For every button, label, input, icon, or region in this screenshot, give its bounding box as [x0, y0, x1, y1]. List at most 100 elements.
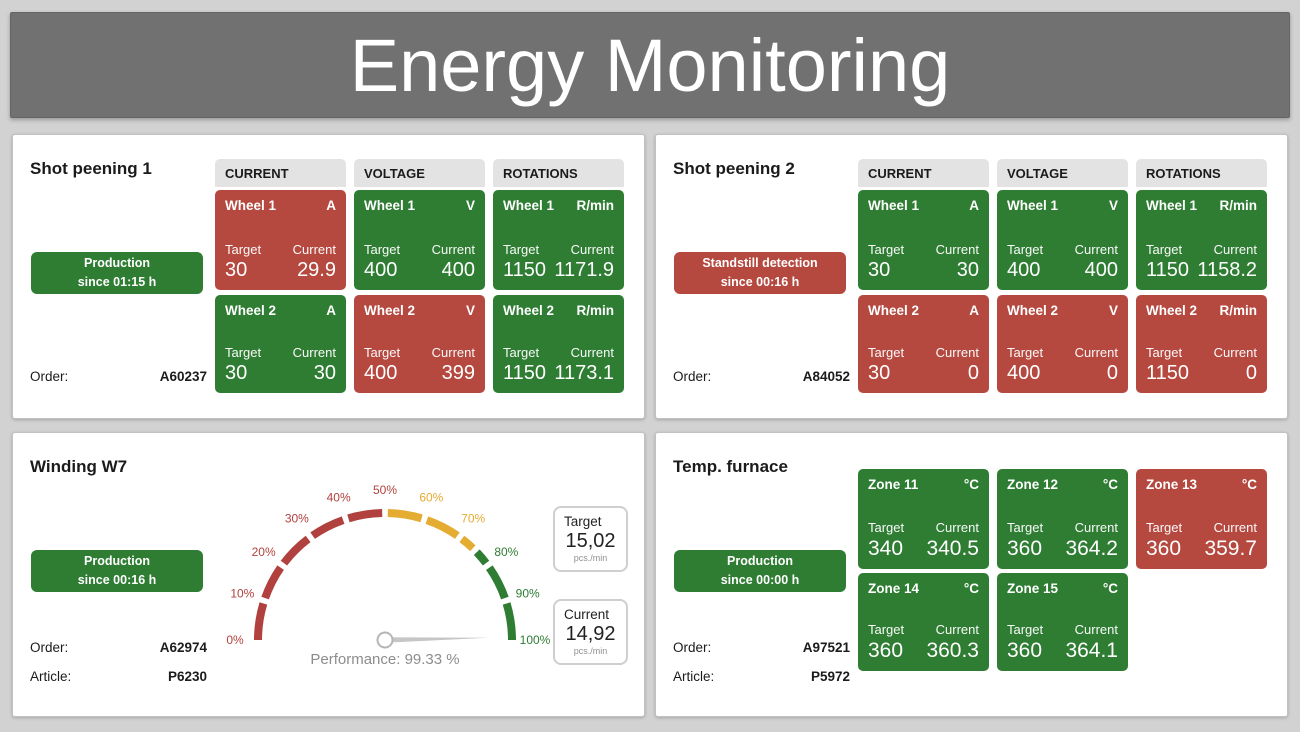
- target-label: Target: [868, 242, 905, 257]
- panel-title: Winding W7: [30, 457, 128, 476]
- metric-tile-wheel1-rotations: Wheel 1 R/min Target Current 1150 1171.9: [493, 190, 624, 290]
- tile-name: Zone 12: [1007, 477, 1059, 492]
- tile-name: Wheel 1: [1007, 198, 1059, 213]
- status-line2: since 00:16 h: [77, 573, 157, 587]
- current-value: 0: [1106, 362, 1118, 384]
- target-value: 1150: [503, 362, 547, 384]
- zone-tile-15: Zone 15 °C Target Current 360 364.1: [997, 573, 1128, 671]
- tile-unit: °C: [1241, 477, 1257, 492]
- order-label: Order:: [673, 640, 712, 655]
- target-label: Target: [1146, 345, 1183, 360]
- zone-tile-12: Zone 12 °C Target Current 360 364.2: [997, 469, 1128, 569]
- current-value: 359.7: [1204, 537, 1257, 560]
- current-label: Current: [1074, 242, 1118, 257]
- tile-unit: R/min: [1219, 303, 1257, 318]
- metric-tile-wheel2-voltage: Wheel 2 V Target Current 400 0: [997, 295, 1128, 393]
- target-box-unit: pcs./min: [573, 553, 608, 563]
- article-label: Article:: [30, 669, 72, 684]
- target-value: 400: [364, 259, 398, 281]
- article-row: Article: P5972: [673, 669, 850, 684]
- order-value: A97521: [802, 640, 850, 655]
- current-value: 29.9: [297, 259, 336, 281]
- tile-unit: °C: [1102, 477, 1118, 492]
- target-value: 400: [1007, 259, 1041, 281]
- status-button[interactable]: Standstill detection since 00:16 h: [674, 252, 846, 294]
- target-label: Target: [225, 345, 262, 360]
- target-label: Target: [503, 242, 540, 257]
- gauge-tick-label: 20%: [252, 545, 276, 559]
- metric-tile-wheel1-voltage: Wheel 1 V Target Current 400 400: [354, 190, 485, 290]
- status-button[interactable]: Production since 01:15 h: [31, 252, 203, 294]
- order-row: Order: A84052: [673, 369, 850, 384]
- current-value: 30: [313, 362, 336, 384]
- current-label: Current: [570, 345, 614, 360]
- tile-unit: V: [1108, 303, 1118, 318]
- gauge-caption: Performance: 99.33 %: [310, 651, 459, 668]
- tile-name: Wheel 1: [1146, 198, 1198, 213]
- current-label: Current: [935, 520, 979, 535]
- target-box: Target 15,02 pcs./min: [553, 506, 628, 572]
- metric-tile-wheel1-current: Wheel 1 A Target Current 30 30: [858, 190, 989, 290]
- current-value: 340.5: [926, 537, 979, 560]
- target-value: 340: [868, 537, 904, 560]
- panel-shot-peening-1: Shot peening 1 Production since 01:15 h …: [12, 134, 645, 419]
- tile-unit: V: [465, 303, 475, 318]
- current-value: 364.1: [1065, 639, 1118, 662]
- tile-unit: A: [326, 198, 336, 213]
- current-value: 0: [967, 362, 979, 384]
- metric-tile-wheel2-voltage: Wheel 2 V Target Current 400 399: [354, 295, 485, 393]
- gauge-tick-label: 30%: [285, 512, 309, 526]
- current-box-unit: pcs./min: [573, 646, 608, 656]
- target-label: Target: [1007, 242, 1044, 257]
- order-row: Order: A97521: [673, 640, 850, 655]
- tile-unit: V: [1108, 198, 1118, 213]
- current-label: Current: [570, 242, 614, 257]
- current-box: Current 14,92 pcs./min: [553, 599, 628, 665]
- gauge-tick-label: 80%: [494, 545, 518, 559]
- current-value: 1171.9: [554, 259, 614, 281]
- current-value: 1158.2: [1197, 259, 1257, 281]
- column-header: VOLTAGE: [354, 159, 485, 187]
- tile-name: Wheel 2: [868, 303, 920, 318]
- target-value: 30: [225, 362, 248, 384]
- tile-name: Wheel 2: [503, 303, 555, 318]
- target-value: 1150: [1146, 259, 1190, 281]
- order-value: A62974: [159, 640, 207, 655]
- target-label: Target: [1007, 520, 1044, 535]
- gauge-svg: 0% 10% 20% 30% 40% 50% 60% 70% 80% 90% 100% Perform…: [226, 483, 551, 668]
- tile-unit: °C: [963, 477, 979, 492]
- target-value: 360: [1146, 537, 1182, 560]
- order-label: Order:: [30, 640, 69, 655]
- tile-unit: °C: [963, 581, 979, 596]
- status-button[interactable]: Production since 00:00 h: [674, 550, 846, 592]
- page-header: Energy Monitoring: [10, 12, 1290, 118]
- status-button[interactable]: Production since 00:16 h: [31, 550, 203, 592]
- tile-name: Zone 15: [1007, 581, 1059, 596]
- status-line2: since 01:15 h: [77, 275, 157, 289]
- column-current: CURRENT Wheel 1 A Target Current 30 30 Whee…: [858, 159, 989, 393]
- gauge-tick-label: 100%: [520, 633, 551, 647]
- target-value: 360: [1007, 537, 1043, 560]
- target-label: Target: [868, 520, 905, 535]
- tile-name: Zone 11: [868, 477, 919, 492]
- column-header: CURRENT: [858, 159, 989, 187]
- tile-unit: A: [969, 303, 979, 318]
- gauge-tick-label: 10%: [230, 587, 254, 601]
- tile-name: Wheel 2: [225, 303, 277, 318]
- gauge-tick-label: 60%: [419, 490, 443, 504]
- target-label: Target: [1007, 345, 1044, 360]
- tile-unit: R/min: [576, 198, 614, 213]
- current-label: Current: [935, 242, 979, 257]
- tile-name: Wheel 1: [868, 198, 920, 213]
- current-box-value: 14,92: [565, 623, 616, 645]
- tile-name: Wheel 2: [364, 303, 416, 318]
- order-value: A84052: [802, 369, 850, 384]
- tile-unit: A: [326, 303, 336, 318]
- metric-tile-wheel1-current: Wheel 1 A Target Current 30 29.9: [215, 190, 346, 290]
- panel-title: Temp. furnace: [673, 457, 788, 476]
- panel-title: Shot peening 2: [673, 159, 795, 178]
- tile-name: Wheel 1: [503, 198, 555, 213]
- current-label: Current: [935, 345, 979, 360]
- metric-tile-wheel2-current: Wheel 2 A Target Current 30 0: [858, 295, 989, 393]
- metric-tile-wheel1-rotations: Wheel 1 R/min Target Current 1150 1158.2: [1136, 190, 1267, 290]
